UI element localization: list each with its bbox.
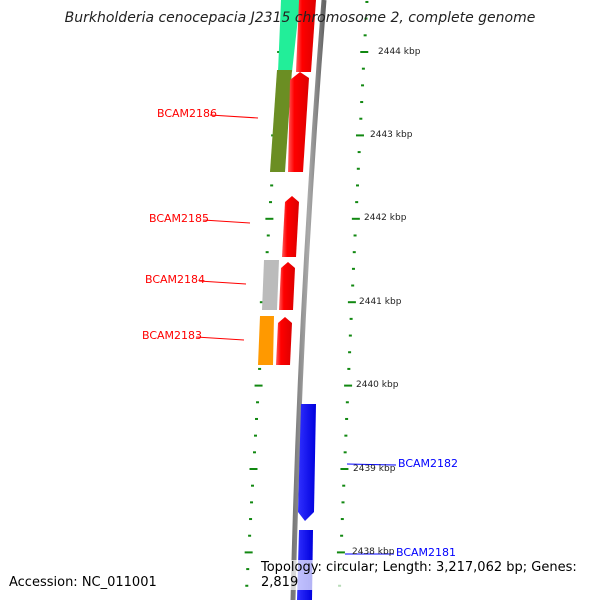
gene-label-bcam2183[interactable]: BCAM2183 (142, 329, 203, 342)
gene-orange[interactable] (258, 316, 274, 365)
gene-label-bcam2186[interactable]: BCAM2186 (157, 107, 218, 120)
gene-grey[interactable] (262, 260, 279, 310)
gene-forward[interactable] (282, 196, 299, 257)
accession: Accession: NC_011001 (9, 575, 157, 590)
gene-label-bcam2185[interactable]: BCAM2185 (149, 212, 210, 225)
chromosome-backbone (290, 0, 327, 600)
genome-summary: Topology: circular; Length: 3,217,062 bp… (261, 560, 600, 590)
kbp-label: 2441 kbp (359, 297, 402, 307)
gene-label-bcam2182[interactable]: BCAM2182 (398, 457, 459, 470)
gene-label-bcam2184[interactable]: BCAM2184 (145, 273, 206, 286)
gene-forward[interactable] (296, 0, 316, 72)
gene-olive[interactable] (270, 70, 292, 172)
kbp-label: 2444 kbp (378, 47, 421, 57)
gene-reverse[interactable] (298, 404, 316, 521)
gene-forward[interactable] (279, 262, 295, 310)
map-title: Burkholderia cenocepacia J2315 chromosom… (64, 10, 536, 26)
kbp-label: 2438 kbp (352, 547, 395, 557)
kbp-label: 2442 kbp (364, 213, 407, 223)
gene-forward[interactable] (288, 72, 309, 172)
kbp-label: 2440 kbp (356, 380, 399, 390)
kbp-label: 2439 kbp (353, 464, 396, 474)
gene-cyan[interactable] (278, 0, 300, 72)
gene-label-bcam2181[interactable]: BCAM2181 (396, 546, 457, 559)
gene-forward[interactable] (276, 317, 292, 365)
kbp-label: 2443 kbp (370, 130, 413, 140)
